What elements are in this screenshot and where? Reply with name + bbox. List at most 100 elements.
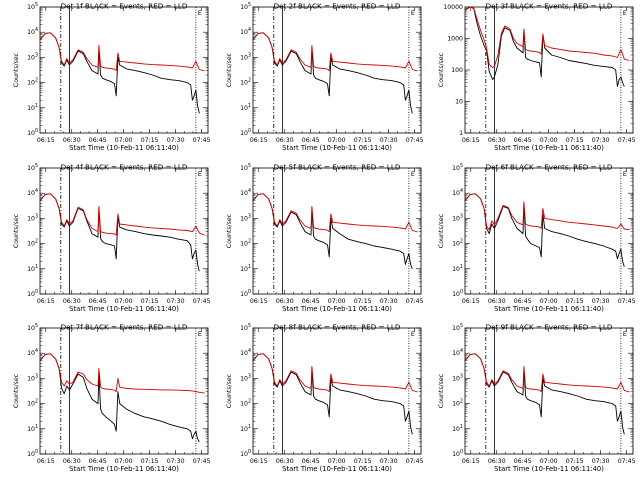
y-tick-label: 104 — [27, 348, 38, 357]
chart-title: Det 8f BLACK = Events, RED = LLD — [274, 323, 401, 332]
y-tick-label: 100 — [27, 449, 38, 458]
y-tick-label: 10000 — [443, 4, 463, 11]
y-tick-label: 103 — [27, 52, 38, 61]
x-tick-label: 06:45 — [89, 458, 107, 465]
y-tick-label: 101 — [240, 264, 251, 273]
x-tick-label: 07:45 — [406, 298, 424, 305]
x-tick-label: 06:15 — [250, 298, 268, 305]
series-line-lld — [464, 353, 630, 393]
y-axis-label: Counts/sec — [226, 52, 233, 87]
y-tick-label: 104 — [240, 27, 251, 36]
x-tick-label: 06:30 — [276, 298, 294, 305]
x-tick-label: 07:15 — [141, 298, 159, 305]
y-tick-label: 102 — [27, 399, 38, 408]
x-axis-label: Start Time (10-Feb-11 06:11:40) — [282, 465, 392, 473]
x-tick-label: 07:30 — [380, 137, 398, 144]
x-tick-label: 07:00 — [540, 298, 558, 305]
x-tick-label: 07:15 — [354, 137, 372, 144]
y-tick-label: 101 — [240, 424, 251, 433]
x-tick-label: 07:15 — [141, 137, 159, 144]
x-tick-label: 07:00 — [540, 458, 558, 465]
y-tick-label: 105 — [27, 323, 38, 332]
y-tick-label: 100 — [27, 128, 38, 137]
series-line-events — [39, 353, 200, 443]
x-tick-label: 06:15 — [462, 458, 480, 465]
y-tick-label: 103 — [27, 373, 38, 382]
y-tick-label: 100 — [240, 289, 251, 298]
panel-grid: Det 1f BLACK = Events, RED = LLD 06:15 06:… — [13, 2, 636, 474]
x-axis-label: Start Time (10-Feb-11 06:11:40) — [69, 465, 179, 473]
x-tick-label: 07:45 — [618, 137, 636, 144]
y-axis-label: Counts/sec — [226, 213, 233, 248]
y-tick-label: 103 — [240, 52, 251, 61]
y-tick-label: 105 — [240, 323, 251, 332]
y-axis-label: Counts/sec — [13, 373, 20, 408]
x-tick-label: 07:30 — [167, 137, 185, 144]
y-tick-label: 104 — [240, 188, 251, 197]
x-tick-label: 07:30 — [592, 458, 610, 465]
x-tick-label: 07:00 — [540, 137, 558, 144]
x-tick-label: 07:15 — [354, 458, 372, 465]
x-tick-label: 07:15 — [354, 298, 372, 305]
chart-panel-6f: Det 6f BLACK = Events, RED = LLD 06:15 06:… — [438, 163, 636, 314]
x-tick-label: 07:00 — [115, 298, 133, 305]
x-tick-label: 06:30 — [276, 137, 294, 144]
series-line-events — [464, 193, 625, 267]
y-tick-label: 100 — [452, 289, 463, 298]
series-line-lld — [464, 6, 630, 68]
y-tick-label: 102 — [240, 239, 251, 248]
x-tick-label: 06:15 — [250, 458, 268, 465]
x-tick-label: 07:30 — [592, 298, 610, 305]
x-tick-label: 06:30 — [276, 458, 294, 465]
y-tick-label: 104 — [452, 188, 463, 197]
x-tick-label: 07:00 — [328, 458, 346, 465]
x-tick-label: 06:15 — [37, 298, 55, 305]
y-tick-label: 100 — [240, 128, 251, 137]
chart-panel-4f: Det 4f BLACK = Events, RED = LLD 06:15 06:… — [13, 163, 211, 314]
x-tick-label: 06:45 — [514, 298, 532, 305]
event-marker-label: E — [198, 10, 202, 17]
x-tick-label: 07:30 — [380, 298, 398, 305]
y-tick-label: 103 — [240, 373, 251, 382]
x-tick-label: 06:30 — [63, 458, 81, 465]
chart-panel-5f: Det 5f BLACK = Events, RED = LLD 06:15 06:… — [226, 163, 424, 314]
x-tick-label: 06:45 — [514, 458, 532, 465]
x-tick-label: 06:45 — [302, 458, 320, 465]
y-tick-label: 100 — [27, 289, 38, 298]
y-tick-label: 105 — [27, 2, 38, 11]
x-tick-label: 06:45 — [89, 137, 107, 144]
y-tick-label: 101 — [452, 264, 463, 273]
chart-title: Det 6f BLACK = Events, RED = LLD — [486, 163, 613, 172]
series-line-events — [464, 6, 625, 87]
event-marker-label: E — [623, 171, 627, 178]
x-tick-label: 07:15 — [566, 458, 584, 465]
x-tick-label: 06:30 — [488, 137, 506, 144]
series-line-lld — [39, 32, 205, 72]
y-tick-label: 105 — [452, 163, 463, 172]
series-line-lld — [252, 353, 418, 393]
x-tick-label: 07:30 — [167, 298, 185, 305]
x-tick-label: 07:15 — [141, 458, 159, 465]
x-tick-label: 07:00 — [328, 298, 346, 305]
x-tick-label: 06:45 — [89, 298, 107, 305]
y-axis-label: Counts/sec — [438, 52, 445, 87]
y-tick-label: 102 — [452, 399, 463, 408]
series-line-lld — [252, 193, 418, 233]
series-line-lld — [464, 193, 630, 231]
y-tick-label: 103 — [240, 213, 251, 222]
y-tick-label: 100 — [451, 67, 463, 74]
y-tick-label: 101 — [240, 103, 251, 112]
y-tick-label: 104 — [27, 188, 38, 197]
chart-panel-2f: Det 2f BLACK = Events, RED = LLD 06:15 06:… — [226, 2, 424, 153]
x-tick-label: 07:45 — [618, 298, 636, 305]
x-tick-label: 06:30 — [63, 137, 81, 144]
chart-panel-1f: Det 1f BLACK = Events, RED = LLD 06:15 06:… — [13, 2, 211, 153]
x-tick-label: 06:15 — [37, 137, 55, 144]
y-tick-label: 101 — [27, 103, 38, 112]
x-axis-label: Start Time (10-Feb-11 06:11:40) — [494, 465, 604, 473]
chart-title: Det 2f BLACK = Events, RED = LLD — [274, 2, 401, 11]
chart-title: Det 3f BLACK = Events, RED = LLD — [486, 2, 613, 11]
y-tick-label: 1000 — [447, 36, 463, 43]
